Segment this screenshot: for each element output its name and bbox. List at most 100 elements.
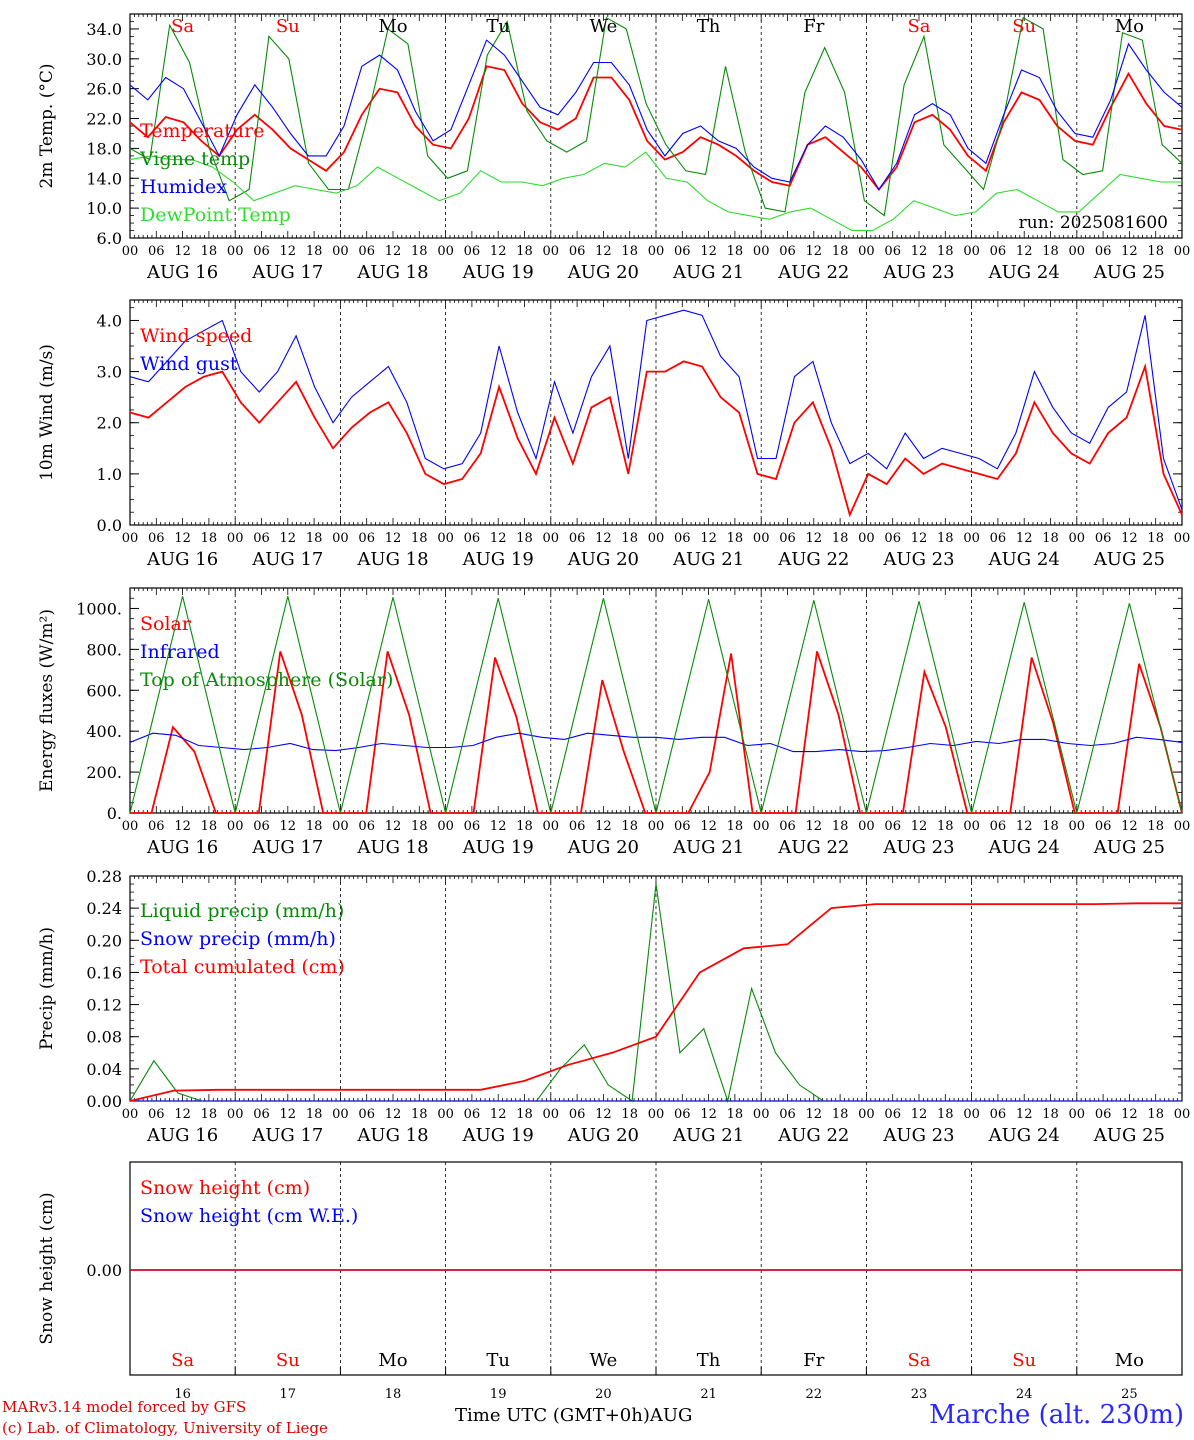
y-tick-label: 600. — [86, 681, 122, 700]
x-hour-tick-label: 06 — [148, 244, 165, 259]
x-hour-tick-label: 18 — [1147, 1107, 1164, 1122]
x-hour-tick-label: 00 — [963, 819, 980, 834]
weekday-label: Su — [276, 1350, 300, 1371]
x-hour-tick-label: 12 — [174, 244, 191, 259]
day-number-label: 20 — [595, 1387, 612, 1402]
x-hour-tick-label: 12 — [806, 1107, 823, 1122]
station-label: Marche (alt. 230m) — [929, 1400, 1184, 1430]
x-hour-tick-label: 12 — [1016, 244, 1033, 259]
x-date-label: AUG 24 — [988, 837, 1060, 858]
x-hour-tick-label: 18 — [516, 531, 533, 546]
x-hour-tick-label: 00 — [1069, 819, 1086, 834]
x-hour-tick-label: 12 — [280, 531, 297, 546]
legend-entry: Vigne temp — [139, 148, 250, 170]
y-axis-label-1: 10m Wind (m/s) — [37, 344, 57, 481]
x-date-label: AUG 17 — [251, 549, 323, 570]
x-hour-tick-label: 00 — [963, 531, 980, 546]
x-date-label: AUG 18 — [356, 262, 428, 283]
y-axis-label-3: Precip (mm/h) — [37, 927, 57, 1050]
day-number-label: 21 — [700, 1387, 717, 1402]
x-hour-tick-label: 00 — [753, 819, 770, 834]
x-hour-tick-label: 06 — [569, 819, 586, 834]
day-number-label: 22 — [806, 1387, 823, 1402]
x-hour-tick-label: 12 — [490, 1107, 507, 1122]
legend-entry: Wind gust — [140, 353, 238, 375]
x-hour-tick-label: 00 — [227, 1107, 244, 1122]
x-hour-tick-label: 00 — [227, 531, 244, 546]
day-number-label: 19 — [490, 1387, 507, 1402]
x-hour-tick-label: 18 — [411, 1107, 428, 1122]
x-hour-tick-label: 00 — [753, 244, 770, 259]
x-hour-tick-label: 06 — [1095, 819, 1112, 834]
x-hour-tick-label: 06 — [884, 819, 901, 834]
x-hour-tick-label: 06 — [148, 531, 165, 546]
x-hour-tick-label: 00 — [858, 531, 875, 546]
x-hour-tick-label: 06 — [1095, 1107, 1112, 1122]
x-hour-tick-label: 06 — [464, 1107, 481, 1122]
legend-entry: Liquid precip (mm/h) — [140, 900, 344, 922]
x-date-label: AUG 18 — [356, 549, 428, 570]
x-hour-tick-label: 18 — [306, 1107, 323, 1122]
x-hour-tick-label: 00 — [858, 244, 875, 259]
y-tick-label: 10.0 — [86, 199, 122, 218]
x-hour-tick-label: 00 — [437, 1107, 454, 1122]
x-hour-tick-label: 00 — [963, 244, 980, 259]
x-hour-tick-label: 06 — [464, 819, 481, 834]
x-hour-tick-label: 12 — [1121, 531, 1138, 546]
y-tick-label: 6.0 — [97, 229, 122, 248]
x-hour-tick-label: 12 — [1016, 1107, 1033, 1122]
y-tick-label: 0.00 — [86, 1092, 122, 1111]
x-hour-tick-label: 18 — [621, 819, 638, 834]
legend-entry: Top of Atmosphere (Solar) — [140, 669, 393, 691]
x-hour-tick-label: 12 — [385, 531, 402, 546]
x-hour-tick-label: 12 — [490, 531, 507, 546]
x-date-label: AUG 21 — [672, 262, 744, 283]
x-date-label: AUG 19 — [462, 262, 534, 283]
x-hour-tick-label: 12 — [595, 531, 612, 546]
x-date-label: AUG 22 — [777, 549, 849, 570]
weekday-label: Su — [276, 16, 300, 37]
x-date-label: AUG 23 — [882, 549, 954, 570]
y-tick-label: 0.12 — [86, 996, 122, 1015]
x-hour-tick-label: 12 — [595, 1107, 612, 1122]
y-tick-label: 0.04 — [86, 1060, 122, 1079]
x-hour-tick-label: 12 — [806, 819, 823, 834]
x-hour-tick-label: 18 — [201, 531, 218, 546]
x-date-label: AUG 16 — [146, 262, 218, 283]
x-hour-tick-label: 18 — [1042, 244, 1059, 259]
x-hour-tick-label: 06 — [464, 244, 481, 259]
x-hour-tick-label: 12 — [1016, 531, 1033, 546]
x-hour-tick-label: 18 — [306, 819, 323, 834]
x-date-label: AUG 21 — [672, 549, 744, 570]
legend-entry: Snow precip (mm/h) — [140, 928, 336, 950]
x-hour-tick-label: 12 — [385, 819, 402, 834]
x-hour-tick-label: 18 — [727, 531, 744, 546]
y-tick-label: 0.00 — [86, 1261, 122, 1280]
x-hour-tick-label: 00 — [648, 819, 665, 834]
y-tick-label: 0.24 — [86, 899, 122, 918]
x-date-label: AUG 22 — [777, 837, 849, 858]
x-hour-tick-label: 00 — [122, 244, 139, 259]
x-hour-tick-label: 00 — [437, 244, 454, 259]
y-tick-label: 14.0 — [86, 169, 122, 188]
x-date-label: AUG 25 — [1093, 1125, 1165, 1146]
x-hour-tick-label: 06 — [779, 1107, 796, 1122]
x-hour-tick-label: 18 — [832, 244, 849, 259]
x-hour-tick-label: 18 — [201, 1107, 218, 1122]
weekday-label: Mo — [378, 16, 407, 37]
y-tick-label: 0. — [107, 804, 122, 823]
legend-entry: Solar — [140, 613, 192, 635]
x-date-label: AUG 16 — [146, 549, 218, 570]
x-hour-tick-label: 06 — [1095, 244, 1112, 259]
x-hour-tick-label: 06 — [990, 531, 1007, 546]
x-date-label: AUG 23 — [882, 262, 954, 283]
x-hour-tick-label: 12 — [700, 531, 717, 546]
x-date-label: AUG 25 — [1093, 837, 1165, 858]
legend-entry: Total cumulated (cm) — [140, 956, 345, 978]
x-hour-tick-label: 18 — [727, 1107, 744, 1122]
x-hour-tick-label: 06 — [569, 531, 586, 546]
lab-credit: (c) Lab. of Climatology, University of L… — [2, 1419, 328, 1437]
x-hour-tick-label: 00 — [122, 531, 139, 546]
x-date-label: AUG 16 — [146, 837, 218, 858]
y-tick-label: 400. — [86, 722, 122, 741]
